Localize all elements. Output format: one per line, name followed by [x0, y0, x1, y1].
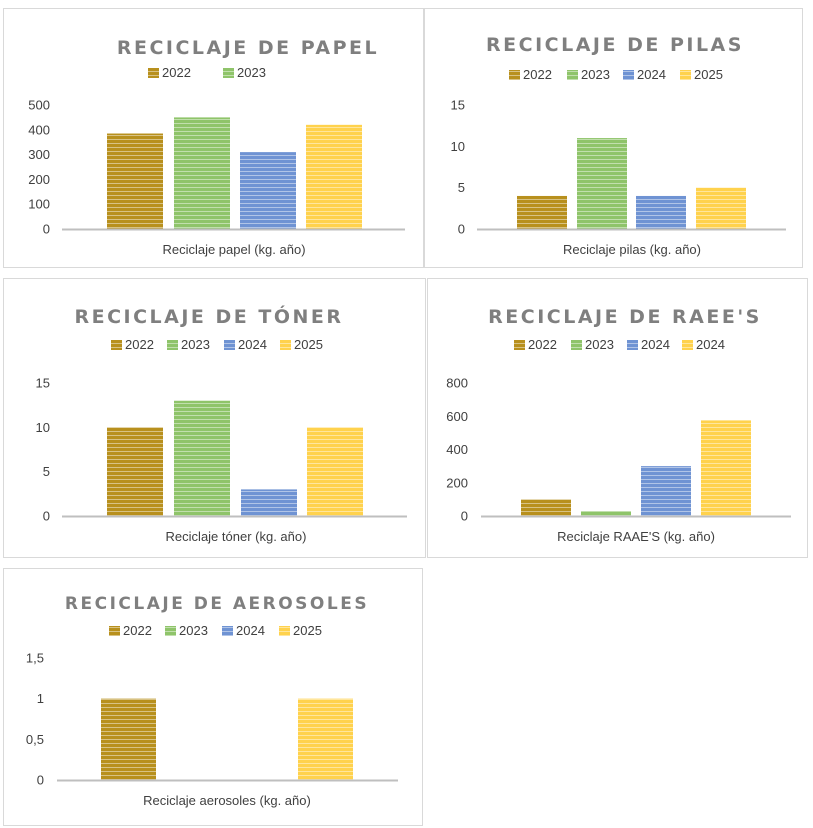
legend-swatch	[167, 340, 178, 350]
y-tick-label: 15	[451, 98, 465, 113]
legend-label: 2024	[696, 337, 725, 352]
y-tick-label: 0	[37, 773, 44, 788]
bar-2024	[240, 152, 296, 229]
legend-swatch	[623, 70, 634, 80]
y-tick-label: 200	[446, 475, 468, 490]
y-tick-label: 200	[28, 172, 50, 187]
y-tick-label: 0	[43, 509, 50, 524]
x-category-label: Reciclaje aerosoles (kg. año)	[143, 793, 311, 808]
legend-swatch	[280, 340, 291, 350]
y-tick-label: 500	[28, 98, 50, 113]
y-tick-label: 400	[28, 122, 50, 137]
chart-panel	[3, 568, 423, 826]
x-category-label: Reciclaje papel (kg. año)	[162, 242, 305, 257]
x-category-label: Reciclaje RAAE'S (kg. año)	[557, 529, 715, 544]
legend-label: 2024	[641, 337, 670, 352]
y-tick-label: 10	[451, 139, 465, 154]
y-tick-label: 5	[458, 180, 465, 195]
legend-swatch	[627, 340, 638, 350]
bar-2022	[517, 195, 567, 229]
bar-2023	[577, 138, 627, 229]
legend-label: 2023	[585, 337, 614, 352]
bar-2025	[307, 427, 363, 516]
bar-2024	[241, 489, 297, 516]
legend-swatch	[680, 70, 691, 80]
y-tick-label: 1,5	[26, 651, 44, 666]
y-tick-label: 0	[458, 222, 465, 237]
legend-swatch	[165, 626, 176, 636]
bar-2023	[174, 117, 230, 229]
legend-label: 2024	[238, 337, 267, 352]
legend-label: 2023	[181, 337, 210, 352]
y-tick-label: 100	[28, 197, 50, 212]
y-tick-label: 5	[43, 464, 50, 479]
legend-label: 2022	[123, 623, 152, 638]
bar-2023	[174, 400, 230, 516]
chart-title: RECICLAJE DE PAPEL	[117, 37, 379, 59]
legend-label: 2025	[294, 337, 323, 352]
chart-title: RECICLAJE DE RAEE'S	[488, 306, 762, 328]
chart-title: RECICLAJE DE PILAS	[486, 34, 744, 56]
bar-2024	[641, 466, 691, 516]
x-category-label: Reciclaje tóner (kg. año)	[166, 529, 307, 544]
legend-swatch	[148, 68, 159, 78]
y-tick-label: 0,5	[26, 732, 44, 747]
legend-label: 2022	[528, 337, 557, 352]
y-tick-label: 300	[28, 147, 50, 162]
chart-5: RECICLAJE DE AEROSOLES 2022 2023 2024 2025 0 0…	[3, 568, 423, 826]
y-tick-label: 0	[461, 509, 468, 524]
chart-title: RECICLAJE DE AEROSOLES	[65, 594, 369, 614]
legend-label: 2023	[179, 623, 208, 638]
legend-swatch	[509, 70, 520, 80]
chart-3: RECICLAJE DE TÓNER 2022 2023 2024 2025 0 5 10 15…	[3, 278, 426, 558]
legend-swatch	[567, 70, 578, 80]
y-tick-label: 800	[446, 376, 468, 391]
bar-2022	[107, 133, 163, 229]
legend-label: 2025	[694, 67, 723, 82]
bar-2023	[581, 511, 631, 516]
legend-swatch	[279, 626, 290, 636]
bar-2022	[101, 698, 156, 780]
legend-label: 2022	[162, 65, 191, 80]
bar-2025	[306, 124, 362, 229]
chart-4: RECICLAJE DE RAEE'S 2022 2023 2024 2024 0 200 4…	[427, 278, 808, 558]
bar-2022	[107, 427, 163, 516]
y-tick-label: 400	[446, 442, 468, 457]
legend-swatch	[222, 626, 233, 636]
chart-1: RECICLAJE DE PAPEL 2022 2023 0 100 200 300 400 5…	[3, 8, 424, 268]
bar-2025	[298, 698, 353, 780]
y-tick-label: 600	[446, 409, 468, 424]
bar-2024	[636, 195, 686, 229]
legend-swatch	[682, 340, 693, 350]
legend-swatch	[223, 68, 234, 78]
legend-label: 2025	[293, 623, 322, 638]
legend-swatch	[224, 340, 235, 350]
y-tick-label: 0	[43, 222, 50, 237]
bar-2024	[701, 420, 751, 516]
legend-label: 2024	[637, 67, 666, 82]
bar-2025	[696, 187, 746, 229]
y-tick-label: 10	[36, 420, 50, 435]
y-tick-label: 15	[36, 376, 50, 391]
legend-label: 2022	[125, 337, 154, 352]
x-category-label: Reciclaje pilas (kg. año)	[563, 242, 701, 257]
legend-label: 2023	[237, 65, 266, 80]
legend-swatch	[111, 340, 122, 350]
legend-label: 2023	[581, 67, 610, 82]
legend-swatch	[514, 340, 525, 350]
legend-swatch	[571, 340, 582, 350]
legend-label: 2024	[236, 623, 265, 638]
legend-swatch	[109, 626, 120, 636]
chart-title: RECICLAJE DE TÓNER	[74, 304, 343, 328]
bar-2022	[521, 499, 571, 516]
legend-label: 2022	[523, 67, 552, 82]
chart-2: RECICLAJE DE PILAS 2022 2023 2024 2025 0 5 10 15…	[424, 8, 803, 268]
y-tick-label: 1	[37, 691, 44, 706]
